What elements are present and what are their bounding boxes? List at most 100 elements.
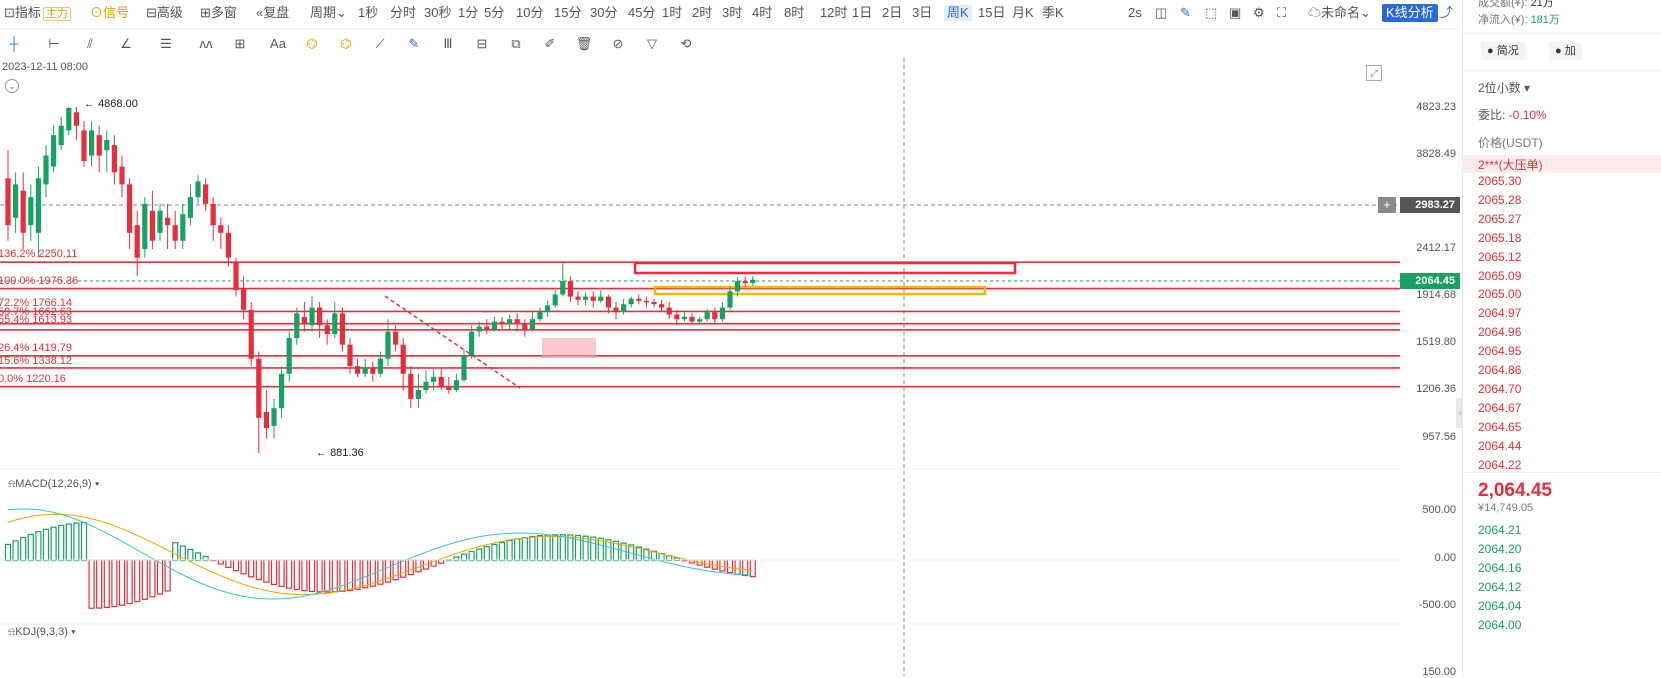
big-order-label: 2***(大压单)	[1478, 158, 1543, 172]
bid-price[interactable]: 2064.04	[1478, 599, 1522, 613]
signal-button[interactable]: ⊙信号	[90, 5, 130, 20]
ask-price[interactable]: 2065.30	[1478, 174, 1522, 188]
edit-icon[interactable]: ✐	[544, 36, 556, 51]
layout-name[interactable]: ☁未命名⌄	[1308, 5, 1371, 20]
interval-8[interactable]: 45分	[628, 5, 656, 20]
macd-bar	[118, 559, 126, 606]
macd-line	[7, 513, 753, 596]
screen-icon[interactable]: ⬚	[1205, 5, 1218, 20]
share-icon[interactable]: ⤴	[1440, 5, 1454, 20]
indicator-button[interactable]: ⊡指标 主力	[4, 5, 71, 22]
interval-18[interactable]: 周K	[944, 5, 972, 21]
ask-price[interactable]: 2064.97	[1478, 306, 1522, 321]
ruler-icon[interactable]: ⟋	[375, 36, 385, 51]
ask-price[interactable]: 2064.70	[1478, 381, 1522, 396]
interval-13[interactable]: 8时	[784, 5, 805, 20]
brief-button[interactable]: ● 简况	[1481, 42, 1525, 60]
ask-price[interactable]: 2065.00	[1478, 287, 1522, 302]
interval-3[interactable]: 1分	[458, 5, 479, 20]
ask-price[interactable]: 2064.67	[1478, 400, 1522, 415]
multi-window-button[interactable]: ⊞多窗	[200, 5, 237, 20]
interval-7[interactable]: 30分	[590, 5, 618, 20]
ask-price[interactable]: 2065.28	[1478, 192, 1522, 207]
ask-price[interactable]: 2064.86	[1478, 363, 1522, 377]
interval-21[interactable]: 季K	[1042, 5, 1064, 20]
camera-icon[interactable]: ◫	[1155, 5, 1168, 20]
settings-icon[interactable]: ⚙	[1253, 5, 1265, 20]
period-dropdown[interactable]: 周期⌄	[310, 5, 347, 20]
bars-pattern-icon[interactable]: Ⅲ	[443, 36, 453, 51]
bid-price[interactable]: 2064.16	[1478, 561, 1522, 575]
layers-icon[interactable]: ⧉	[511, 36, 521, 51]
ask-price[interactable]: 2064.65	[1478, 419, 1522, 434]
interval-17[interactable]: 3日	[912, 5, 933, 20]
hide-icon[interactable]: ⊘	[612, 36, 624, 51]
horizontal-ray-icon[interactable]: ⊢	[48, 36, 60, 51]
chart-area[interactable]: 2023-12-11 08:00 ⌄ ⤢ ← 4868.00 ← 881.36 …	[0, 58, 1460, 678]
interval-16[interactable]: 2日	[882, 5, 903, 20]
candle-body	[317, 307, 323, 326]
macd-bar	[362, 559, 369, 589]
trash-icon[interactable]: 🗑	[575, 36, 593, 51]
interval-10[interactable]: 2时	[692, 5, 713, 20]
ask-price[interactable]: 2065.27	[1478, 211, 1522, 226]
candle-body	[233, 262, 239, 291]
interval-9[interactable]: 1时	[662, 5, 683, 20]
interval-0[interactable]: 1秒	[358, 5, 379, 20]
expand-icon[interactable]: ⤢	[1366, 65, 1382, 81]
wave-icon[interactable]: ʌʌ	[199, 36, 213, 51]
sync-icon[interactable]: ⟲	[680, 36, 692, 51]
interval-6[interactable]: 15分	[554, 5, 582, 20]
bid-price[interactable]: 2064.20	[1478, 542, 1522, 556]
ask-price[interactable]: 2064.44	[1478, 438, 1522, 453]
brush-icon[interactable]: ✎	[408, 36, 420, 51]
interval-14[interactable]: 12时	[820, 5, 848, 20]
lock-icon[interactable]: ⊟	[476, 36, 488, 51]
macd-title[interactable]: ⍾MACD(12,26,9) ▾	[8, 478, 100, 490]
collapse-icon[interactable]: ⌄	[5, 79, 19, 93]
kdj-title[interactable]: ⍾KDJ(9,3,3) ▾	[8, 626, 76, 638]
decimals-select[interactable]: 2位小数 ▾	[1478, 81, 1531, 95]
ask-price[interactable]: 2065.18	[1478, 230, 1522, 245]
kline-chart[interactable]	[0, 58, 1460, 676]
panel-collapse-handle[interactable]: ›	[1456, 398, 1464, 428]
interval-5[interactable]: 10分	[516, 5, 544, 20]
candle-body	[385, 331, 391, 359]
parallel-channel-icon[interactable]: ☰	[160, 36, 172, 51]
interval-20[interactable]: 月K	[1012, 5, 1034, 20]
interval-11[interactable]: 3时	[722, 5, 743, 20]
interval-2[interactable]: 30秒	[424, 5, 452, 20]
template-icon[interactable]: ▣	[1229, 5, 1242, 20]
advanced-button[interactable]: ⊟高级	[146, 5, 183, 20]
replay-button[interactable]: «复盘	[256, 5, 290, 20]
text-icon[interactable]: Aa	[270, 36, 286, 51]
kline-analysis-button[interactable]: K线分析	[1382, 4, 1438, 22]
measure-icon[interactable]: ⊞	[234, 36, 246, 51]
interval-4[interactable]: 5分	[484, 5, 505, 20]
bid-price[interactable]: 2064.21	[1478, 523, 1522, 537]
interval-1[interactable]: 分时	[390, 5, 417, 20]
angle-icon[interactable]: ∠	[120, 36, 132, 51]
cursor-icon[interactable]: ┼	[9, 36, 19, 51]
interval-15[interactable]: 1日	[852, 5, 873, 20]
trend-lines-icon[interactable]: ⫽	[87, 36, 93, 51]
ask-price[interactable]: 2065.12	[1478, 249, 1522, 264]
ask-price[interactable]: 2065.09	[1478, 268, 1522, 283]
bid-price[interactable]: 2064.12	[1478, 580, 1522, 594]
ask-price[interactable]: 2064.96	[1478, 325, 1522, 340]
magnet-icon[interactable]: ⌬	[306, 36, 318, 51]
add-alert-icon[interactable]: +	[1378, 197, 1396, 213]
add-button[interactable]: ● 加	[1549, 42, 1582, 60]
pen-icon[interactable]: ✎	[1180, 5, 1191, 20]
filter-icon[interactable]: ▽	[647, 36, 657, 51]
fullscreen-icon[interactable]: ⛶	[1277, 5, 1287, 20]
candle-body	[605, 296, 611, 308]
ask-price[interactable]: 2064.22	[1478, 457, 1522, 472]
refresh-rate[interactable]: 2s	[1128, 5, 1142, 20]
interval-19[interactable]: 15日	[978, 5, 1006, 20]
interval-12[interactable]: 4时	[752, 5, 773, 20]
bid-price[interactable]: 2064.00	[1478, 618, 1522, 632]
magnet-strong-icon[interactable]: ⌬	[340, 36, 352, 51]
candle-body	[583, 296, 589, 300]
ask-price[interactable]: 2064.95	[1478, 344, 1522, 359]
